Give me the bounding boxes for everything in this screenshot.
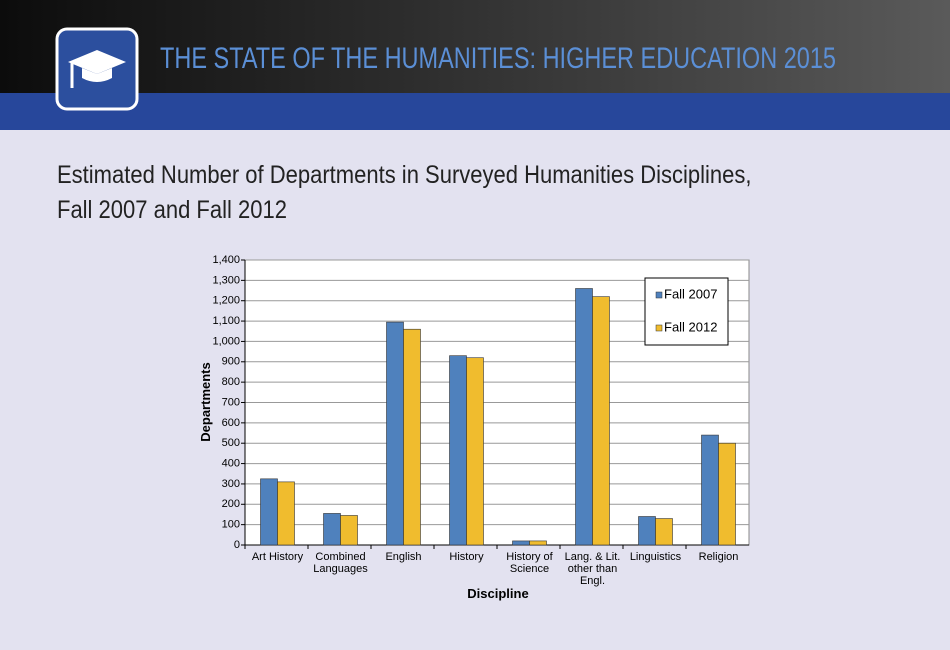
header: THE STATE OF THE HUMANITIES: HIGHER EDUC… xyxy=(55,27,836,111)
y-tick-label: 1,000 xyxy=(212,335,240,347)
legend-label: Fall 2012 xyxy=(664,319,717,334)
y-tick-label: 700 xyxy=(222,396,240,408)
x-tick-label: Lang. & Lit. other than Engl. xyxy=(564,551,621,587)
x-tick-label: English xyxy=(385,551,422,563)
y-tick-label: 100 xyxy=(222,519,240,531)
y-tick-label: 300 xyxy=(222,478,240,490)
y-tick-label: 900 xyxy=(222,356,240,368)
x-tick-label: Art History xyxy=(251,551,304,563)
bar xyxy=(529,540,547,546)
bar xyxy=(323,513,341,546)
y-tick-label: 1,100 xyxy=(212,315,240,327)
bar xyxy=(655,518,673,546)
x-axis-title: Discipline xyxy=(467,586,528,601)
logo-cap xyxy=(68,50,126,74)
bar xyxy=(386,321,404,546)
bar xyxy=(466,357,484,546)
bar xyxy=(277,481,295,546)
header-band xyxy=(0,0,950,93)
bar xyxy=(575,288,593,546)
y-tick-label: 1,400 xyxy=(212,254,240,266)
bar xyxy=(340,515,358,546)
bar xyxy=(638,516,656,546)
y-tick-label: 400 xyxy=(222,457,240,469)
y-tick-label: 200 xyxy=(222,498,240,510)
x-tick-label: History of Science xyxy=(506,551,553,575)
y-tick-label: 500 xyxy=(222,437,240,449)
y-tick-label: 800 xyxy=(222,376,240,388)
legend-box xyxy=(644,277,729,346)
logo-cap-base xyxy=(82,68,112,82)
bar xyxy=(403,328,421,546)
chart: Discipline Departments 0 100 200 300 400 500 6… xyxy=(198,254,750,601)
y-tick-label: 1,200 xyxy=(212,295,240,307)
x-tick-label: Linguistics xyxy=(629,551,682,563)
y-tick-label: 0 xyxy=(234,539,240,551)
header-stripe xyxy=(0,93,950,130)
bar xyxy=(592,296,610,546)
chart-title: Estimated Number of Departments in Surve… xyxy=(57,161,752,224)
x-tick-label: Religion xyxy=(698,551,739,563)
y-tick-label: 1,300 xyxy=(212,274,240,286)
y-axis-title: Departments xyxy=(198,362,213,441)
y-tick-label: 600 xyxy=(222,417,240,429)
header-title: THE STATE OF THE HUMANITIES: HIGHER EDUC… xyxy=(160,42,836,75)
legend-label: Fall 2007 xyxy=(664,286,717,301)
x-tick-label: Combined Languages xyxy=(313,551,368,575)
bar xyxy=(701,434,719,546)
bar xyxy=(512,540,530,546)
legend-swatch xyxy=(655,324,663,332)
bar xyxy=(718,442,736,546)
legend-swatch xyxy=(655,291,663,299)
bar xyxy=(260,478,278,546)
x-tick-label: History xyxy=(449,551,484,563)
bar xyxy=(449,355,467,546)
